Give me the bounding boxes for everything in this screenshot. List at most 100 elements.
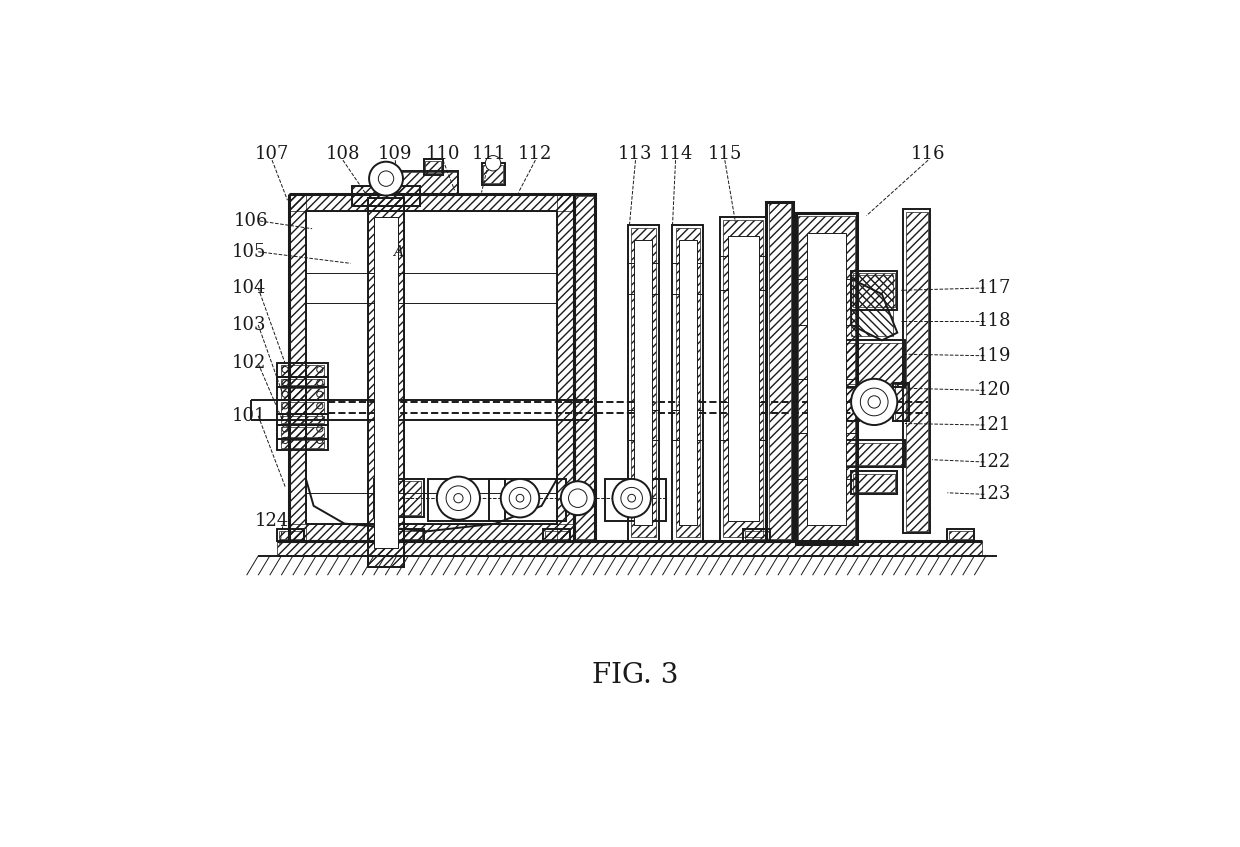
Circle shape xyxy=(621,487,642,509)
Bar xyxy=(851,271,898,309)
Text: 119: 119 xyxy=(976,346,1011,365)
Circle shape xyxy=(485,156,501,171)
Text: FIG. 3: FIG. 3 xyxy=(593,662,678,689)
Bar xyxy=(397,171,459,194)
Bar xyxy=(575,196,594,539)
Bar xyxy=(425,161,441,174)
Bar xyxy=(490,479,567,521)
Bar xyxy=(634,241,652,525)
Bar xyxy=(851,275,894,336)
Bar xyxy=(605,479,666,521)
Circle shape xyxy=(378,171,394,186)
Bar xyxy=(278,386,327,401)
Bar xyxy=(846,343,903,385)
Bar xyxy=(398,530,422,539)
Bar xyxy=(481,163,505,185)
Circle shape xyxy=(516,495,523,502)
Bar xyxy=(904,209,930,533)
Text: 107: 107 xyxy=(255,145,289,163)
Bar xyxy=(398,173,456,192)
Bar xyxy=(894,383,909,421)
Bar xyxy=(352,186,420,206)
Text: 116: 116 xyxy=(911,145,945,163)
Bar xyxy=(484,165,503,183)
Bar xyxy=(281,365,324,376)
Bar xyxy=(278,540,982,556)
Bar xyxy=(373,479,424,518)
Bar xyxy=(676,228,701,538)
Bar xyxy=(799,216,854,542)
Bar xyxy=(278,439,327,450)
Bar xyxy=(769,203,791,539)
Bar xyxy=(743,529,770,540)
Bar xyxy=(424,159,443,174)
Bar xyxy=(844,388,857,419)
Bar xyxy=(574,194,595,540)
Bar xyxy=(279,530,303,539)
Bar xyxy=(678,241,697,525)
Circle shape xyxy=(510,487,531,509)
Bar xyxy=(281,416,324,424)
Text: 122: 122 xyxy=(976,453,1011,471)
Bar xyxy=(278,401,327,414)
Bar xyxy=(278,529,304,540)
Bar xyxy=(278,363,327,377)
Text: 103: 103 xyxy=(232,316,267,334)
Text: 123: 123 xyxy=(976,485,1011,503)
Text: 111: 111 xyxy=(472,145,506,163)
Bar xyxy=(949,530,972,539)
Bar xyxy=(278,425,327,439)
Circle shape xyxy=(446,486,471,511)
Circle shape xyxy=(560,481,595,515)
Bar xyxy=(278,377,327,386)
Circle shape xyxy=(501,479,539,518)
Circle shape xyxy=(613,479,651,518)
Circle shape xyxy=(861,388,888,416)
Text: 115: 115 xyxy=(708,145,742,163)
Circle shape xyxy=(436,477,480,520)
Bar xyxy=(843,340,905,386)
Bar xyxy=(281,427,324,437)
Circle shape xyxy=(568,489,587,507)
Text: 114: 114 xyxy=(658,145,693,163)
Bar xyxy=(672,224,703,540)
Bar xyxy=(807,233,846,525)
Bar xyxy=(352,186,420,206)
Bar xyxy=(557,194,574,540)
Bar xyxy=(428,479,505,521)
Text: 121: 121 xyxy=(976,416,1011,434)
Bar xyxy=(723,220,764,538)
Text: 109: 109 xyxy=(378,145,413,163)
Bar xyxy=(278,414,327,425)
Bar xyxy=(728,236,759,521)
Bar xyxy=(851,471,898,495)
Bar xyxy=(796,213,857,545)
Bar xyxy=(289,194,306,540)
Text: 101: 101 xyxy=(232,407,267,425)
Text: 104: 104 xyxy=(232,279,267,297)
Bar xyxy=(838,443,903,465)
Bar xyxy=(631,228,656,538)
Text: 108: 108 xyxy=(326,145,360,163)
Bar xyxy=(367,198,404,567)
Text: 106: 106 xyxy=(233,212,268,230)
Text: 113: 113 xyxy=(619,145,652,163)
Bar xyxy=(281,379,324,385)
Bar xyxy=(853,473,895,492)
Text: 124: 124 xyxy=(255,512,289,530)
Bar xyxy=(367,198,404,567)
Bar xyxy=(289,523,574,540)
Bar xyxy=(376,481,422,515)
Bar xyxy=(373,217,398,548)
Circle shape xyxy=(454,494,463,503)
Bar xyxy=(843,386,859,421)
Circle shape xyxy=(868,396,880,408)
Text: A: A xyxy=(393,245,403,259)
Text: 110: 110 xyxy=(425,145,460,163)
Circle shape xyxy=(851,379,898,425)
Bar xyxy=(745,530,769,539)
Bar xyxy=(720,217,766,540)
Bar xyxy=(281,402,324,412)
Bar xyxy=(289,194,574,211)
Bar xyxy=(627,224,658,540)
